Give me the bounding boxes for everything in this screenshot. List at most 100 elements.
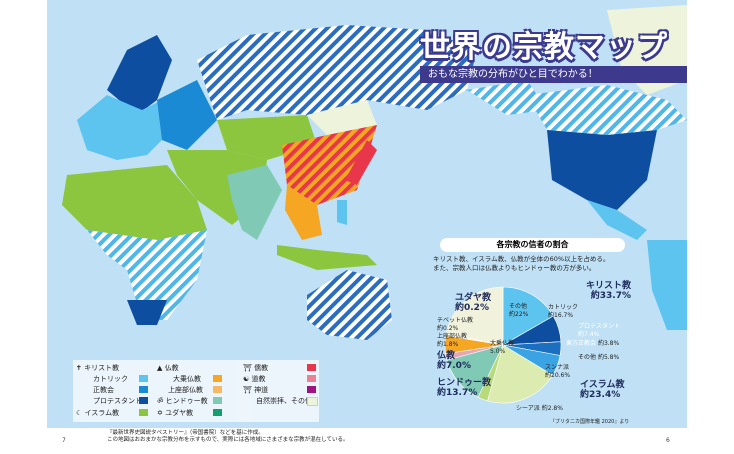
map-svg (62, 5, 687, 340)
region-alaska (467, 80, 547, 115)
slice-value: 約2.8% (541, 405, 563, 412)
group-value: 約13.7% (437, 388, 478, 398)
legend-other: 自然崇拝、その他 (256, 397, 312, 405)
group-name: ユダヤ教 (455, 293, 492, 303)
pie-source: 『ブリタニカ国際年鑑 2020』より (550, 419, 630, 425)
page-number-left: 7 (62, 437, 66, 444)
slice-label-shia: シーア派 約2.8% (516, 405, 563, 413)
slice-label-catholic: カトリック 約16.7% (548, 304, 578, 320)
pie-group-islam: イスラム教 約23.4% (580, 380, 624, 400)
slice-label-theravada: 上座部仏教 約1.8% (437, 333, 467, 349)
group-name: キリスト教 (586, 281, 632, 291)
legend-orthodox: 正教会 (93, 386, 114, 394)
region-usa (547, 130, 657, 210)
legend-hinduism: ॐ ヒンドゥー教 (157, 397, 208, 405)
cross-icon: ✝ (76, 364, 82, 372)
slice-label-christian-other: その他 約5.8% (578, 354, 619, 362)
crescent-icon: ☾ (76, 409, 83, 417)
pie-note-line: キリスト教、イスラム教、仏教が全体の60%以上を占める。 (433, 255, 610, 263)
region-japan (345, 140, 377, 185)
om-icon: ॐ (157, 397, 164, 405)
region-sub-saharan-africa (87, 230, 207, 320)
region-indonesia (277, 245, 377, 270)
swatch-confucianism (307, 364, 316, 371)
region-europe-east (157, 80, 217, 150)
slice-label-mahayana: 大乗仏教 5.0% (490, 340, 514, 356)
swatch-other (307, 397, 318, 406)
swatch-catholic (139, 375, 148, 382)
region-india (227, 165, 282, 240)
legend-catholic: カトリック (93, 375, 128, 383)
region-mongolia (307, 100, 377, 135)
region-canada (527, 85, 687, 135)
swatch-judaism (213, 409, 222, 416)
slice-value: 5.0% (490, 348, 506, 355)
region-south-africa (127, 300, 167, 325)
group-value: 約0.2% (455, 303, 489, 313)
swatch-theravada (213, 386, 222, 393)
region-scandinavia (107, 35, 172, 115)
slice-name: スンナ派 (545, 364, 570, 371)
region-southeast-asia (285, 185, 322, 240)
slice-value: 約20.6% (545, 372, 571, 379)
pie-note: キリスト教、イスラム教、仏教が全体の60%以上を占める。 また、宗教人口は仏教より… (433, 255, 610, 273)
slice-label-tibetan: チベット仏教 約0.2% (437, 317, 473, 333)
slice-label-protestant: プロテスタント 約7.4% (578, 323, 620, 339)
legend-christianity: ✝ キリスト教 (76, 364, 120, 372)
region-europe-west (77, 95, 172, 160)
legend-protestant: プロテスタント (93, 397, 142, 405)
swatch-shinto (307, 386, 316, 393)
slice-label-other: その他 約22% (509, 303, 528, 319)
slice-name: 大乗仏教 (490, 340, 515, 347)
slice-value: 約5.8% (597, 354, 620, 361)
group-name: ヒンドゥー教 (437, 378, 492, 388)
star-of-david-icon: ✡ (157, 409, 163, 417)
region-north-africa (62, 165, 207, 240)
footnote-line: この地図はおおまかな宗教分布を示すもので、実際には各地域にさまざまな宗教が混在し… (107, 437, 349, 443)
swatch-islam (139, 409, 148, 416)
slice-value: 約0.2% (437, 325, 459, 332)
slice-value: 約3.8% (597, 340, 620, 347)
yin-yang-icon: ☯ (243, 375, 250, 383)
slice-name: 上座部仏教 (437, 333, 468, 340)
page-number-right: 6 (666, 437, 670, 444)
slice-name: プロテスタント (578, 323, 621, 330)
pie-group-hinduism: ヒンドゥー教 約13.7% (437, 378, 491, 398)
legend: ✝ キリスト教 カトリック 正教会 プロテスタント ☾ イスラム教 ▲ 仏教 大… (73, 360, 249, 422)
group-value: 約23.4% (580, 390, 621, 400)
legend-theravada: 上座部仏教 (168, 386, 203, 394)
stupa-icon: ▲ (157, 364, 163, 372)
slice-value: 約16.7% (548, 312, 574, 319)
swatch-hinduism (213, 397, 222, 404)
page-subtitle: おもな宗教の分布がひと目でわかる！ (420, 66, 687, 83)
swatch-protestant (139, 397, 148, 404)
slice-value: 約22% (509, 311, 529, 318)
slice-label-sunni: スンナ派 約20.6% (545, 364, 570, 380)
group-value: 約33.7% (590, 291, 632, 301)
legend-shinto: ⛩ 神道 (243, 386, 269, 394)
pie-group-buddhism: 仏教 約7.0% (437, 351, 471, 371)
footnote-line: 『最新世界史図説タペストリー』（帝国書院）などを基に作成。 (107, 430, 264, 436)
swatch-orthodox (139, 386, 148, 393)
group-name: イスラム教 (580, 380, 625, 390)
group-name: 仏教 (437, 351, 456, 361)
region-china (282, 125, 377, 205)
region-australia (307, 270, 392, 340)
pie-group-judaism: ユダヤ教 約0.2% (455, 293, 491, 313)
legend-buddhism: ▲ 仏教 (157, 364, 179, 372)
slice-name: 東方正教会 (566, 340, 597, 347)
pie-group-christianity: キリスト教 約33.7% (586, 281, 631, 301)
legend-confucianism: ⛩ 儒教 (243, 364, 269, 372)
swatch-taoism (307, 375, 316, 382)
page-title: 世界の宗教マップ (420, 30, 668, 65)
pie-note-line: また、宗教人口は仏教よりもヒンドゥー教の方が多い。 (433, 264, 596, 272)
torii-icon: ⛩ (243, 386, 252, 394)
slice-name: シーア派 (516, 405, 540, 412)
slice-value: 約7.4% (578, 331, 600, 338)
slice-name: カトリック (548, 304, 579, 311)
slice-name: その他 (509, 303, 528, 310)
legend-mahayana: 大乗仏教 (173, 375, 201, 383)
legend-right: ⛩ 儒教 ☯ 道教 ⛩ 神道 自然崇拝、その他 (239, 360, 319, 422)
region-mexico (587, 200, 647, 240)
group-value: 約7.0% (437, 361, 471, 371)
